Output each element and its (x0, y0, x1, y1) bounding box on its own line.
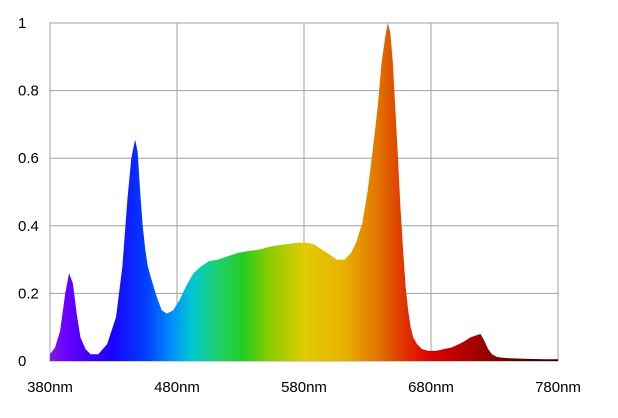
x-tick-label: 680nm (408, 379, 454, 396)
y-tick-label: 0.6 (18, 150, 39, 167)
x-tick-label: 580nm (281, 379, 327, 396)
y-tick-label: 0 (18, 353, 26, 370)
y-tick-label: 0.2 (18, 285, 39, 302)
x-tick-label: 780nm (535, 379, 581, 396)
spectrum-area (50, 23, 558, 361)
y-tick-label: 0.8 (18, 83, 39, 100)
y-tick-label: 1 (18, 15, 26, 32)
x-tick-label: 480nm (154, 379, 200, 396)
x-axis-ticks: 380nm 480nm 580nm 680nm 780nm (27, 379, 581, 396)
x-tick-label: 380nm (27, 379, 73, 396)
y-axis-ticks: 0 0.2 0.4 0.6 0.8 1 (18, 15, 39, 370)
y-tick-label: 0.4 (18, 218, 39, 235)
